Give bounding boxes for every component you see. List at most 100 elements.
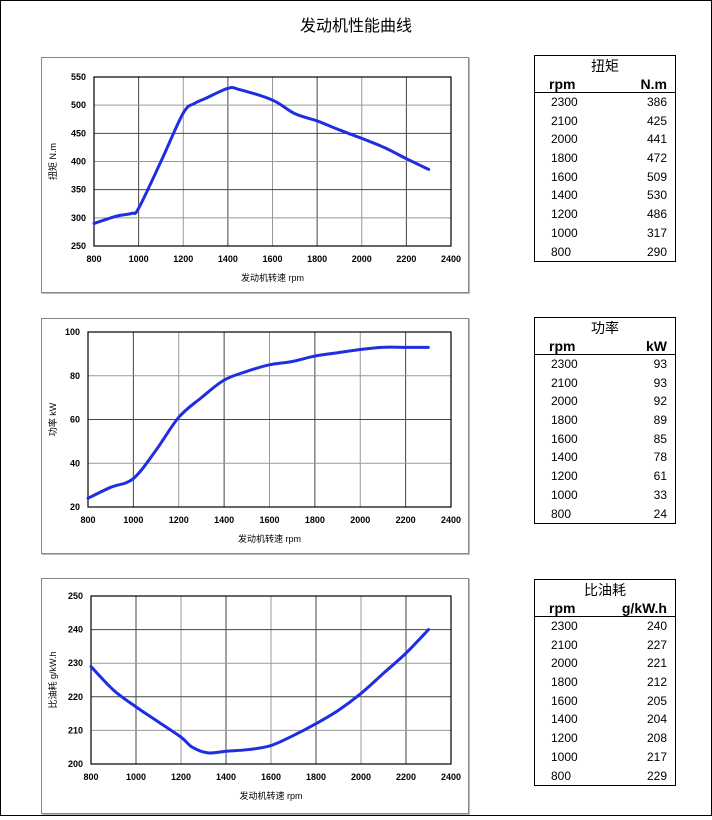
cell-value: 290: [646, 244, 667, 259]
y-tick-label: 450: [71, 128, 86, 138]
cell-rpm: 2100: [551, 375, 578, 390]
torque-chart-svg: 800 1000 1200 1400 1600 1800 2000 2200 2400 250 30…: [47, 72, 461, 283]
x-tick-label: 1400: [218, 254, 238, 264]
table-row: 1000 217: [535, 748, 675, 767]
table-row: 2300 386: [535, 93, 675, 112]
table-row: 1400 530: [535, 186, 675, 205]
table-row: 800 24: [535, 505, 675, 524]
cell-value: 229: [646, 768, 667, 783]
cell-rpm: 2300: [551, 95, 578, 109]
cell-rpm: 1800: [551, 413, 578, 428]
cell-rpm: 2000: [551, 656, 578, 671]
y-tick-label: 230: [68, 658, 83, 668]
table-title: 扭矩: [591, 58, 619, 74]
cell-rpm: 1400: [551, 712, 578, 727]
x-tick-label: 1400: [216, 772, 236, 782]
header-rpm: rpm: [549, 76, 576, 92]
table-row: 1000 317: [535, 224, 675, 243]
y-axis-label: 比油耗 g/kW.h: [47, 651, 58, 708]
plot-area: [90, 595, 452, 765]
table-row: 1600 85: [535, 430, 675, 449]
x-tick-label: 1600: [261, 772, 281, 782]
cell-value: 386: [646, 95, 667, 109]
fuel-consumption-chart: 800 1000 1200 1400 1600 1800 2000 2200 2400 200 21…: [41, 578, 469, 814]
table-row: 1600 205: [535, 692, 675, 711]
table-row: 1000 33: [535, 486, 675, 505]
cell-rpm: 800: [551, 244, 572, 259]
cell-value: 85: [653, 431, 667, 446]
cell-value: 530: [646, 188, 667, 203]
table-row: 1800 212: [535, 673, 675, 692]
cell-value: 227: [646, 637, 667, 652]
cell-rpm: 2100: [551, 637, 578, 652]
x-tick-label: 1600: [262, 254, 282, 264]
plot-area: [87, 331, 452, 508]
x-tick-label: 2000: [351, 772, 371, 782]
x-tick-label: 1000: [123, 515, 143, 525]
cell-value: 24: [653, 506, 667, 521]
table-row: 1400 204: [535, 710, 675, 729]
cell-rpm: 2000: [551, 132, 578, 147]
y-tick-label: 350: [71, 185, 86, 195]
table-row: 1200 486: [535, 205, 675, 224]
y-axis-label: 扭矩 N.m: [47, 143, 58, 180]
cell-value: 78: [653, 450, 667, 465]
cell-rpm: 1000: [551, 225, 578, 240]
x-axis-label: 发动机转速 rpm: [239, 790, 302, 801]
cell-value: 93: [653, 375, 667, 390]
cell-value: 92: [653, 394, 667, 409]
power-table: 功率 rpm kW 2300 93 2100 93 2000 92 1800 89 1600 85 140…: [534, 317, 676, 525]
cell-value: 509: [646, 169, 667, 184]
power-chart: 800 1000 1200 1400 1600 1800 2000 2200 2400 20 40 6…: [41, 318, 469, 554]
table-row: 800 229: [535, 767, 675, 786]
y-tick-label: 300: [71, 213, 86, 223]
cell-value: 204: [646, 712, 667, 727]
table-row: 2000 221: [535, 654, 675, 673]
cell-rpm: 1600: [551, 693, 578, 708]
series-line: [89, 628, 430, 755]
torque-chart: 800 1000 1200 1400 1600 1800 2000 2200 2400 250 30…: [41, 57, 469, 293]
x-tick-label: 2200: [396, 254, 416, 264]
x-tick-label: 2000: [352, 254, 372, 264]
table-row: 1200 208: [535, 729, 675, 748]
x-tick-label: 2400: [441, 254, 461, 264]
table-title: 功率: [591, 320, 619, 336]
plot-area: [93, 76, 452, 247]
cell-rpm: 2000: [551, 394, 578, 409]
cell-value: 472: [646, 151, 667, 166]
table-row: 1800 472: [535, 149, 675, 168]
y-tick-label: 60: [70, 415, 80, 425]
table-row: 1200 61: [535, 467, 675, 486]
cell-rpm: 1600: [551, 169, 578, 184]
cell-value: 89: [653, 413, 667, 428]
table-row: 1400 78: [535, 448, 675, 467]
y-axis-label: 功率 kW: [47, 402, 58, 436]
cell-rpm: 2300: [551, 619, 578, 633]
cell-value: 33: [653, 487, 667, 502]
table-row: 2100 93: [535, 374, 675, 393]
x-tick-label: 2400: [441, 515, 461, 525]
cell-rpm: 1400: [551, 188, 578, 203]
cell-rpm: 1800: [551, 675, 578, 690]
x-tick-label: 2000: [350, 515, 370, 525]
header-rpm: rpm: [549, 600, 576, 616]
x-tick-label: 1800: [305, 515, 325, 525]
x-tick-label: 1800: [306, 772, 326, 782]
cell-value: 486: [646, 207, 667, 222]
cell-value: 61: [653, 469, 667, 484]
table-row: 2000 441: [535, 130, 675, 149]
cell-rpm: 800: [551, 506, 572, 521]
x-axis-label: 发动机转速 rpm: [241, 272, 304, 283]
y-tick-label: 40: [70, 458, 80, 468]
x-tick-label: 1200: [173, 254, 193, 264]
table-header: rpm N.m: [535, 76, 675, 93]
y-tick-label: 240: [68, 625, 83, 635]
cell-rpm: 2100: [551, 113, 578, 128]
cell-value: 212: [646, 675, 667, 690]
cell-value: 205: [646, 693, 667, 708]
x-tick-label: 2400: [441, 772, 461, 782]
y-tick-label: 550: [71, 72, 86, 82]
x-tick-label: 800: [83, 772, 98, 782]
y-tick-label: 250: [68, 591, 83, 601]
cell-rpm: 1800: [551, 151, 578, 166]
